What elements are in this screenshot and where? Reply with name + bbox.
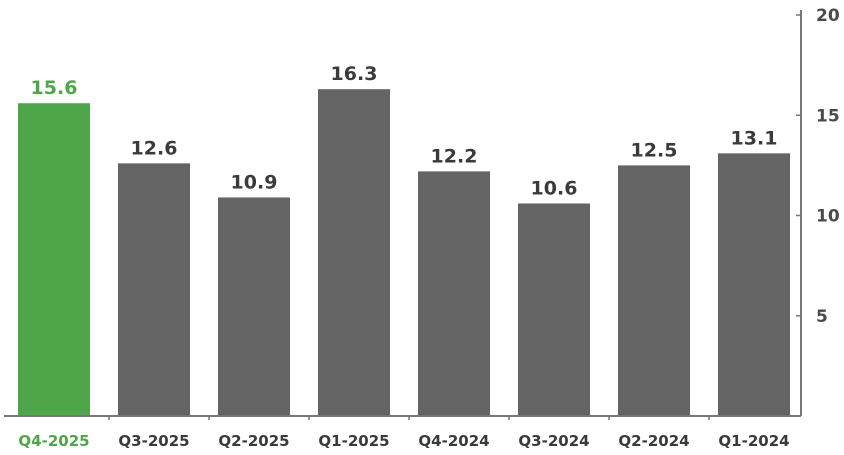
category-label-q1-2024: Q1-2024 xyxy=(718,432,789,450)
y-tick-label-15: 15 xyxy=(816,106,840,126)
category-labels: Q4-2025 Q3-2025 Q2-2025 Q1-2025 Q4-2024 Q3-20… xyxy=(18,432,789,450)
value-label-q3-2024: 10.6 xyxy=(531,177,578,199)
value-label-q1-2025: 16.3 xyxy=(331,63,378,85)
category-label-q4-2025: Q4-2025 xyxy=(18,432,89,450)
bar-q1-2025 xyxy=(318,89,390,416)
value-label-q2-2024: 12.5 xyxy=(631,139,678,161)
category-label-q4-2024: Q4-2024 xyxy=(418,432,489,450)
value-label-q4-2025: 15.6 xyxy=(31,77,78,99)
value-label-q4-2024: 12.2 xyxy=(431,145,478,167)
value-label-q2-2025: 10.9 xyxy=(231,171,278,193)
bar-q2-2025 xyxy=(218,197,290,416)
y-tick-label-5: 5 xyxy=(816,307,828,327)
bar-q3-2025 xyxy=(118,163,190,416)
bar-q1-2024 xyxy=(718,153,790,416)
category-label-q1-2025: Q1-2025 xyxy=(318,432,389,450)
bar-q4-2025 xyxy=(18,103,90,416)
category-label-q3-2024: Q3-2024 xyxy=(518,432,589,450)
bars xyxy=(18,89,790,416)
bar-q4-2024 xyxy=(418,171,490,416)
y-tick-label-10: 10 xyxy=(816,207,840,227)
value-labels: 15.6 12.6 10.9 16.3 12.2 10.6 12.5 13.1 xyxy=(31,63,778,199)
y-tick-label-20: 20 xyxy=(816,6,840,26)
value-label-q3-2025: 12.6 xyxy=(131,137,178,159)
y-axis: 5 10 15 20 xyxy=(796,6,840,416)
bar-q3-2024 xyxy=(518,203,590,416)
value-label-q1-2024: 13.1 xyxy=(731,127,778,149)
category-label-q2-2024: Q2-2024 xyxy=(618,432,689,450)
category-label-q2-2025: Q2-2025 xyxy=(218,432,289,450)
bar-q2-2024 xyxy=(618,165,690,416)
category-label-q3-2025: Q3-2025 xyxy=(118,432,189,450)
